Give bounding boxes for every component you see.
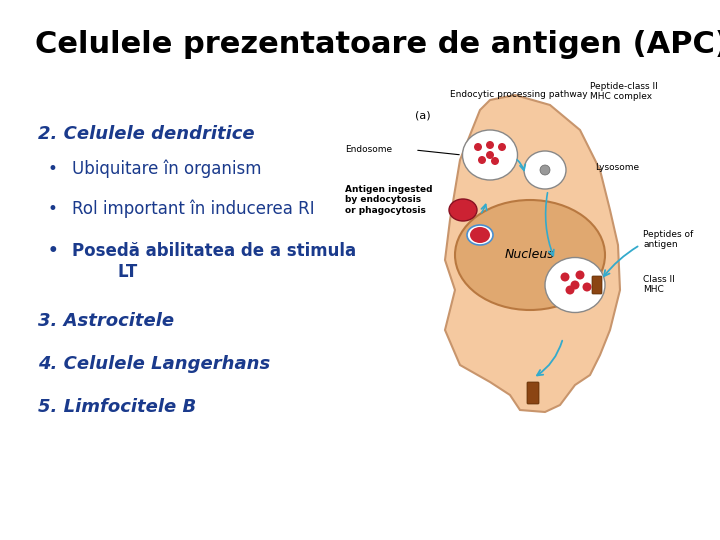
- Polygon shape: [445, 95, 620, 412]
- Text: (a): (a): [415, 110, 431, 120]
- Circle shape: [478, 156, 486, 164]
- FancyBboxPatch shape: [592, 276, 602, 294]
- Ellipse shape: [470, 227, 490, 243]
- Text: Endocytic processing pathway: Endocytic processing pathway: [450, 90, 588, 99]
- Circle shape: [486, 141, 494, 149]
- Circle shape: [582, 282, 592, 292]
- Text: Ubiquitare în organism: Ubiquitare în organism: [72, 160, 261, 179]
- Text: •: •: [48, 242, 58, 260]
- Ellipse shape: [449, 199, 477, 221]
- Ellipse shape: [545, 258, 605, 313]
- Ellipse shape: [467, 225, 493, 245]
- Text: Posedă abilitatea de a stimula
        LT: Posedă abilitatea de a stimula LT: [72, 242, 356, 281]
- Text: 5. Limfocitele B: 5. Limfocitele B: [38, 398, 197, 416]
- Text: •: •: [48, 160, 58, 178]
- FancyBboxPatch shape: [527, 382, 539, 404]
- Circle shape: [570, 280, 580, 289]
- Circle shape: [540, 165, 550, 175]
- Text: 2. Celulele dendritice: 2. Celulele dendritice: [38, 125, 255, 143]
- Text: 4. Celulele Langerhans: 4. Celulele Langerhans: [38, 355, 270, 373]
- Text: •: •: [48, 200, 58, 218]
- Ellipse shape: [455, 200, 605, 310]
- Text: Endosome: Endosome: [345, 145, 392, 154]
- Circle shape: [474, 143, 482, 151]
- Text: Rol important în inducerea RI: Rol important în inducerea RI: [72, 200, 315, 219]
- Text: Peptide-class II
MHC complex: Peptide-class II MHC complex: [590, 82, 658, 102]
- Text: Celulele prezentatoare de antigen (APC): Celulele prezentatoare de antigen (APC): [35, 30, 720, 59]
- Text: Class II
MHC: Class II MHC: [643, 275, 675, 294]
- Text: Lysosome: Lysosome: [595, 164, 639, 172]
- Ellipse shape: [524, 151, 566, 189]
- Text: Nucleus: Nucleus: [505, 248, 555, 261]
- Ellipse shape: [462, 130, 518, 180]
- Circle shape: [560, 273, 570, 281]
- Circle shape: [491, 157, 499, 165]
- Circle shape: [498, 143, 506, 151]
- Text: 3. Astrocitele: 3. Astrocitele: [38, 312, 174, 330]
- Text: Peptides of
antigen: Peptides of antigen: [643, 230, 693, 249]
- Circle shape: [565, 286, 575, 294]
- Circle shape: [486, 151, 494, 159]
- Circle shape: [575, 271, 585, 280]
- Text: Antigen ingested
by endocytosis
or phagocytosis: Antigen ingested by endocytosis or phago…: [345, 185, 433, 215]
